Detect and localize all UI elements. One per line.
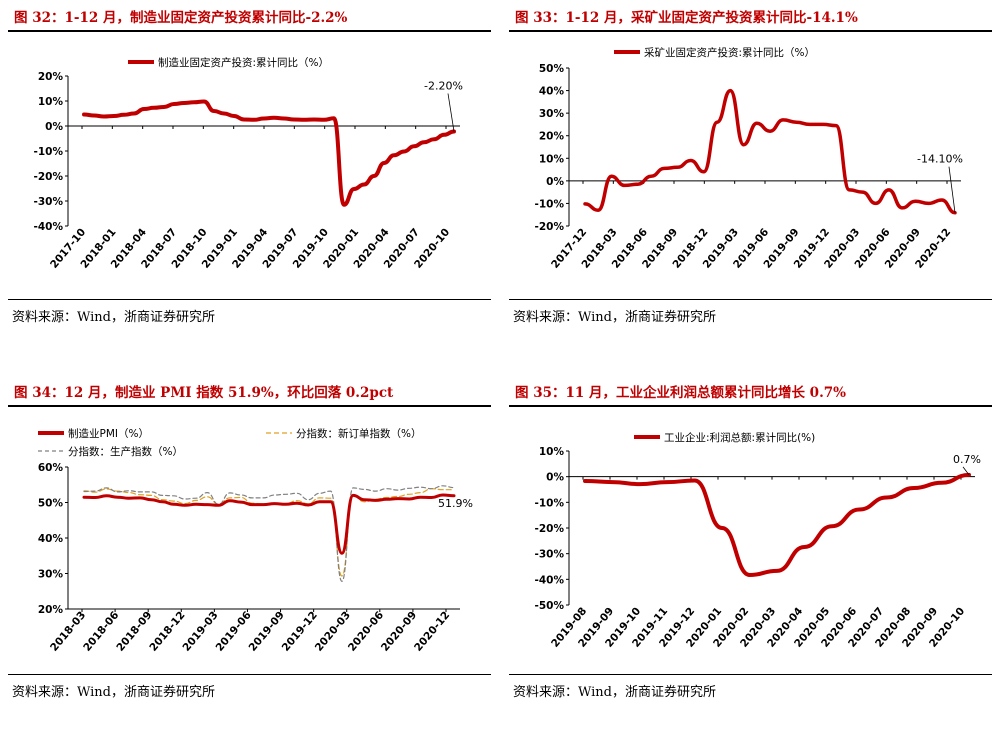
y-tick-label: 40%: [539, 86, 565, 98]
title-rule: [8, 405, 491, 407]
y-tick-label: 10%: [38, 96, 64, 108]
annotation-leader: [962, 466, 970, 476]
y-tick-label: -10%: [535, 497, 565, 509]
y-tick-label: 20%: [38, 71, 64, 83]
source-note: 资料来源：Wind，浙商证券研究所: [12, 685, 215, 700]
line-chart: 50%40%30%20%10%0%-10%-20%2017-122018-032…: [535, 46, 963, 271]
series-line: [83, 488, 455, 577]
title-rule: [509, 30, 992, 32]
x-tick-label: 2020-12: [412, 609, 452, 654]
chart-title: 图 32：1-12 月，制造业固定资产投资累计同比-2.2%: [14, 10, 348, 26]
y-tick-label: 60%: [38, 462, 64, 474]
y-tick-label: -50%: [535, 600, 565, 612]
chart-panel-pmi: 图 34：12 月，制造业 PMI 指数 51.9%，环比回落 0.2pct 6…: [8, 375, 491, 729]
y-tick-label: -40%: [34, 221, 64, 233]
source-note: 资料来源：Wind，浙商证券研究所: [513, 685, 716, 700]
y-tick-label: 40%: [38, 533, 64, 545]
y-tick-label: -20%: [535, 523, 565, 535]
y-tick-label: -40%: [535, 574, 565, 586]
chart-panel-manufacturing-fai: 图 32：1-12 月，制造业固定资产投资累计同比-2.2% 20% 10% 0% -…: [8, 0, 491, 354]
legend-label: 制造业固定资产投资:累计同比（%）: [158, 56, 329, 69]
data-label: -14.10%: [917, 153, 963, 166]
line-chart: 60%50%40%30%20%2018-032018-062018-092018…: [38, 427, 473, 654]
legend-label: 采矿业固定资产投资:累计同比（%）: [644, 46, 815, 59]
y-tick-label: -10%: [535, 198, 565, 210]
y-tick-label: 10%: [539, 446, 565, 458]
y-tick-label: 20%: [539, 131, 565, 143]
title-rule: [509, 405, 992, 407]
y-tick-label: -10%: [34, 146, 64, 158]
y-tick-label: 20%: [38, 604, 64, 616]
y-tick-label: 0%: [546, 176, 564, 188]
y-tick-label: 0%: [546, 472, 564, 484]
legend-label: 工业企业:利润总额:累计同比(%): [664, 431, 815, 444]
source-rule: [8, 299, 491, 300]
data-label: 0.7%: [953, 453, 981, 466]
source-note: 资料来源：Wind，浙商证券研究所: [12, 310, 215, 325]
data-label: 51.9%: [438, 497, 473, 510]
y-tick-label: -20%: [34, 171, 64, 183]
line-chart: 20%10%0%-10%-20%-30%-40%2017-102018-0120…: [34, 56, 463, 271]
chart-panel-mining-fai: 图 33：1-12 月，采矿业固定资产投资累计同比-14.1% 50% 40% 30…: [509, 0, 992, 354]
y-tick-label: 50%: [539, 63, 565, 75]
series-line: [82, 493, 456, 555]
title-rule: [8, 30, 491, 32]
series-line: [583, 88, 957, 215]
chart-title: 图 33：1-12 月，采矿业固定资产投资累计同比-14.1%: [515, 10, 858, 26]
line-chart: 10%0%-10%-20%-30%-40%-50%2019-082019-092…: [535, 431, 981, 650]
legend-label: 分指数：新订单指数（%）: [296, 427, 421, 440]
y-tick-label: 30%: [38, 569, 64, 581]
data-label: -2.20%: [424, 80, 463, 93]
y-tick-label: 0%: [45, 121, 63, 133]
y-tick-label: -30%: [535, 549, 565, 561]
legend-label: 制造业PMI（%）: [68, 427, 149, 440]
y-tick-label: 10%: [539, 153, 565, 165]
legend-label: 分指数：生产指数（%）: [68, 445, 183, 458]
source-rule: [509, 674, 992, 675]
series-line: [583, 472, 971, 577]
annotation-leader: [948, 166, 956, 213]
annotation-leader: [447, 93, 455, 132]
series-line: [82, 99, 456, 207]
source-note: 资料来源：Wind，浙商证券研究所: [513, 310, 716, 325]
y-tick-label: 50%: [38, 498, 64, 510]
y-tick-label: -30%: [34, 196, 64, 208]
y-tick-label: -20%: [535, 221, 565, 233]
series-line: [83, 485, 455, 582]
y-tick-label: 30%: [539, 108, 565, 120]
chart-panel-industrial-profit: 图 35：11 月，工业企业利润总额累计同比增长 0.7% 10% 0% -10% -…: [509, 375, 992, 729]
chart-title: 图 34：12 月，制造业 PMI 指数 51.9%，环比回落 0.2pct: [14, 385, 394, 401]
source-rule: [509, 299, 992, 300]
chart-title: 图 35：11 月，工业企业利润总额累计同比增长 0.7%: [515, 385, 846, 401]
source-rule: [8, 674, 491, 675]
